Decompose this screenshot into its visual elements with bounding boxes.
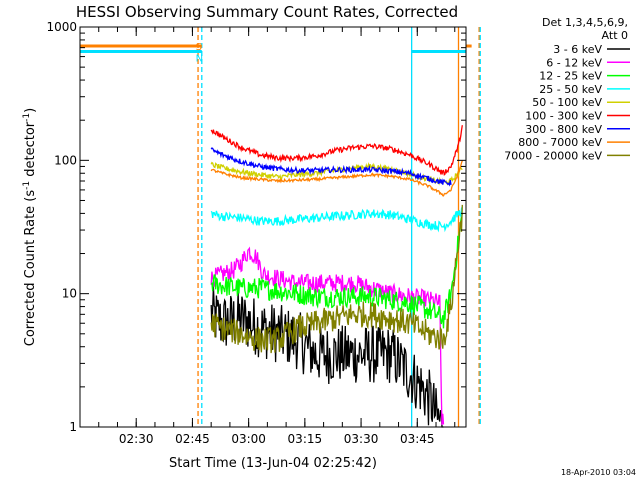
timestamp: 18-Apr-2010 03:04 <box>561 468 636 477</box>
x-axis: 02:30 02:45 03:00 03:15 03:30 03:45 <box>98 27 456 446</box>
x-axis-label: Start Time (13-Jun-04 02:25:42) <box>169 456 377 471</box>
legend-label-9: 7000 - 20000 keV <box>504 149 602 162</box>
y-tick-label: 100 <box>54 153 77 167</box>
y-axis: 1 10 100 1000 <box>46 20 466 434</box>
plot-area: SN <box>80 27 481 428</box>
y-tick-label: 1 <box>69 420 77 434</box>
x-tick-label: 03:00 <box>231 432 266 446</box>
chart-title: HESSI Observing Summary Count Rates, Cor… <box>76 3 458 21</box>
saa-flag-label: S <box>196 42 202 53</box>
series-line-5 <box>210 161 463 186</box>
plot-frame <box>79 26 467 428</box>
y-axis-label: Corrected Count Rate (s-1 detector-1) <box>22 108 38 346</box>
series-line-9 <box>210 204 463 354</box>
series-line-4 <box>210 206 463 233</box>
x-tick-label: 02:45 <box>175 432 210 446</box>
y-axis-label-end: ) <box>23 108 38 113</box>
x-tick-label: 02:30 <box>119 432 154 446</box>
series-line-3 <box>210 213 463 329</box>
legend-label-2: 6 - 12 keV <box>546 56 602 69</box>
y-axis-label-main: Corrected Count Rate (s <box>23 190 38 347</box>
y-axis-label-exp2: -1 <box>22 113 32 122</box>
series-line-8 <box>210 160 463 197</box>
x-tick-label: 03:15 <box>288 432 323 446</box>
legend-label-5: 50 - 100 keV <box>532 96 602 109</box>
x-tick-label: 03:30 <box>344 432 379 446</box>
series-line-6 <box>210 125 463 176</box>
night-flag-label: N <box>196 54 203 65</box>
y-tick-label: 1000 <box>46 20 77 34</box>
legend-label-4: 25 - 50 keV <box>539 83 602 96</box>
y-axis-label-exp1: -1 <box>22 181 32 190</box>
x-tick-label: 03:45 <box>400 432 435 446</box>
series-line-1 <box>210 286 444 428</box>
legend-label-6: 100 - 300 keV <box>525 110 602 123</box>
y-tick-label: 10 <box>62 287 77 301</box>
legend-label-7: 300 - 800 keV <box>525 123 602 136</box>
flag-markers: SN <box>80 27 481 427</box>
legend-label-8: 800 - 7000 keV <box>518 136 602 149</box>
series-line-7 <box>210 147 452 187</box>
y-axis-label-mid: detector <box>23 121 38 181</box>
legend-label-1: 3 - 6 keV <box>553 43 602 56</box>
legend-header-line1: Det 1,3,4,5,6,9, <box>542 16 628 29</box>
legend-header-line2: Att 0 <box>602 29 628 42</box>
legend-label-3: 12 - 25 keV <box>539 70 602 83</box>
